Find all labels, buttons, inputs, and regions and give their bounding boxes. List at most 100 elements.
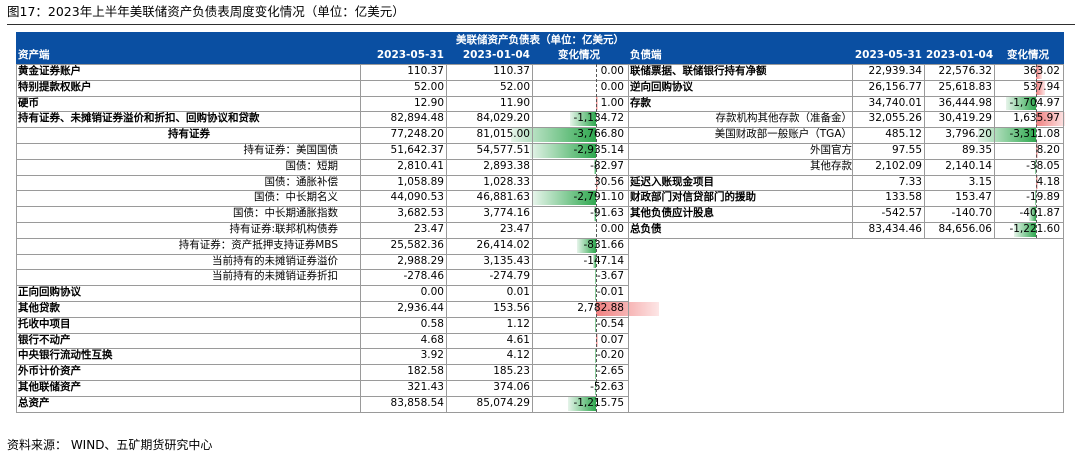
table-title: 美联储资产负债表（单位：亿美元）	[16, 32, 1064, 48]
asset-label: 持有证券:联邦机构债券	[229, 223, 338, 235]
asset-label: 总资产	[18, 396, 50, 409]
asset-value-date2: 1.12	[506, 317, 530, 330]
liability-label: 总负债	[630, 223, 662, 235]
liability-change-value: -38.05	[1026, 159, 1060, 172]
row-divider	[628, 222, 1064, 223]
asset-value-date2: 52.00	[499, 80, 530, 93]
asset-label: 托收中项目	[18, 317, 71, 330]
asset-change-value: -0.54	[596, 317, 624, 330]
liability-change-value: 363.02	[1023, 65, 1060, 77]
asset-change-value: 0.00	[600, 65, 624, 77]
asset-value-date1: 3.92	[420, 349, 444, 362]
asset-label: 其他联储资产	[18, 381, 81, 393]
asset-label: 中央银行流动性互换	[18, 349, 113, 362]
asset-value-date2: 153.56	[493, 302, 530, 314]
asset-value-date2: 185.23	[493, 365, 530, 378]
asset-value-date2: 3,774.16	[483, 207, 530, 220]
asset-value-date1: 2,936.44	[397, 302, 444, 314]
liability-label: 延迟入账现金项目	[630, 175, 714, 188]
asset-change-bar	[593, 207, 596, 221]
liabilities-date2-header: 2023-01-04	[926, 49, 994, 61]
row-divider	[16, 348, 628, 350]
balance-sheet-table: 美联储资产负债表（单位：亿美元） 资产端 2023-05-31 2023-01-…	[16, 32, 1065, 428]
table-row: 国债：中长期名义 44,090.53 46,881.63 -2,791.10 财政部门对…	[16, 190, 1064, 206]
row-divider	[628, 64, 1064, 65]
asset-value-date2: 85,074.29	[476, 396, 530, 409]
row-divider	[628, 206, 1064, 208]
asset-change-value: -1,215.75	[573, 396, 624, 409]
asset-value-date2: 11.90	[499, 96, 530, 109]
liability-change-zero-axis	[1036, 64, 1037, 238]
liability-value-date1: 485.12	[885, 128, 922, 141]
asset-value-date2: 46,881.63	[476, 191, 530, 204]
asset-change-value: -831.66	[583, 238, 624, 251]
liability-value-date1: 83,434.46	[868, 223, 922, 235]
row-divider	[16, 111, 628, 113]
row-divider	[16, 79, 628, 81]
liability-change-value: 1,635.97	[1013, 112, 1060, 125]
asset-change-value: -3.67	[596, 270, 624, 283]
asset-value-date2: -274.79	[489, 270, 530, 283]
liability-value-date1: 97.55	[891, 144, 922, 156]
asset-value-date1: 44,090.53	[390, 191, 444, 204]
asset-change-value: 2,782.88	[577, 302, 624, 314]
asset-value-date2: 4.12	[506, 349, 530, 362]
liabilities-header: 负债端	[630, 49, 662, 61]
asset-value-date2: 23.47	[499, 223, 530, 235]
assets-date2-header: 2023-01-04	[462, 49, 530, 61]
asset-change-value: -2,791.10	[573, 191, 624, 204]
asset-label: 持有证券：美国国债	[243, 144, 339, 156]
row-divider	[16, 143, 628, 144]
asset-value-date1: 0.00	[420, 286, 444, 299]
asset-value-date2: 81,015.00	[476, 128, 530, 141]
table-row: 持有证券、未摊销证券溢价和折扣、回购协议和贷款 82,894.48 84,029.2…	[16, 111, 1065, 127]
column-divider	[924, 64, 925, 238]
row-divider	[16, 269, 628, 271]
asset-label: 国债：短期	[285, 159, 339, 172]
asset-label: 黄金证券账户	[18, 65, 81, 77]
table-row: 其他联储资产 321.43 374.06 -52.63	[16, 380, 1064, 396]
asset-value-date1: 83,858.54	[390, 396, 444, 409]
liability-value-date1: 2,102.09	[875, 159, 922, 172]
asset-value-date1: 1,058.89	[397, 175, 444, 188]
asset-value-date1: 77,248.20	[390, 128, 444, 141]
asset-value-date2: 110.37	[493, 65, 530, 77]
table-row: 托收中项目 0.58 1.12 -0.54	[16, 317, 1064, 333]
row-divider	[628, 127, 1064, 129]
source-note: 资料来源： WIND、五矿期货研究中心	[7, 438, 213, 452]
asset-value-date2: 26,414.02	[476, 238, 530, 251]
liability-change-value: -3,311.08	[1009, 128, 1060, 141]
assets-change-header: 变化情况	[558, 49, 600, 61]
table-row: 持有证券 77,248.20 81,015.00 -3,766.80 美国财政部一般账户…	[16, 127, 1064, 143]
asset-change-bar	[568, 396, 596, 411]
row-divider	[628, 79, 1064, 81]
liability-value-date1: 22,939.34	[868, 65, 922, 77]
row-divider	[16, 158, 628, 160]
figure-title: 图17：2023年上半年美联储资产负债表周度变化情况（单位：亿美元）	[7, 4, 405, 19]
liability-label: 外国官方	[810, 144, 852, 156]
asset-value-date2: 3,135.43	[483, 254, 530, 267]
row-divider	[16, 332, 628, 334]
table-row: 国债：通胀补偿 1,058.89 1,028.33 30.56 延迟入账现金项目 7.33…	[16, 175, 1064, 191]
asset-change-value: 30.56	[593, 175, 624, 188]
asset-change-bar	[570, 112, 596, 127]
liability-value-date2: 2,140.14	[945, 159, 992, 172]
row-divider	[16, 174, 628, 176]
liability-value-date2: 153.47	[955, 191, 992, 204]
row-divider	[16, 253, 628, 255]
liability-change-bar	[1036, 80, 1046, 95]
liability-value-date1: 26,156.77	[868, 80, 922, 93]
asset-value-date1: 3,682.53	[397, 207, 444, 220]
asset-label: 国债：通胀补偿	[264, 175, 339, 188]
row-divider	[16, 127, 628, 129]
column-divider	[994, 64, 995, 238]
table-row: 国债：短期 2,810.41 2,893.38 -82.97 其他存款 2,102.09 2…	[16, 159, 1064, 175]
liability-change-bar	[1028, 207, 1036, 221]
row-divider	[16, 285, 628, 287]
row-divider	[16, 237, 628, 239]
asset-label: 正向回购协议	[18, 286, 81, 299]
asset-label: 当前持有的未摊销证券折扣	[212, 270, 338, 283]
asset-label: 国债：中长期名义	[254, 191, 338, 204]
asset-change-value: 1.00	[600, 96, 624, 109]
liability-value-date1: 133.58	[885, 191, 922, 204]
